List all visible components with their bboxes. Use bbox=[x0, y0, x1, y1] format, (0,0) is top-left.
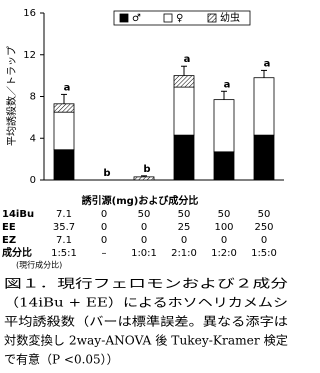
row-label: EE bbox=[2, 222, 16, 233]
caption-line: 対数変換し 2way-ANOVA 後 Tukey-Kramer 検定 bbox=[4, 333, 288, 348]
caption-line: （14iBu + EE）によるホソヘリカメムシ bbox=[4, 296, 288, 310]
y-axis-label: 平均誘殺数／トラップ bbox=[5, 46, 18, 146]
legend-label: ♂ bbox=[132, 13, 141, 24]
y-tick-label: 8 bbox=[30, 92, 36, 103]
significance-letter: a bbox=[224, 79, 231, 90]
caption-line: 平均誘殺数（バーは標準誤差。異なる添字は bbox=[4, 314, 288, 329]
row-label: EZ bbox=[2, 235, 16, 246]
table-cell: 0 bbox=[141, 235, 147, 246]
table-cell: 250 bbox=[254, 222, 273, 233]
table-cell: 100 bbox=[214, 222, 233, 233]
table-cell: 7.1 bbox=[56, 209, 72, 220]
y-tick-label: 16 bbox=[23, 8, 36, 19]
significance-letter: a bbox=[184, 54, 191, 65]
bar-segment bbox=[133, 176, 155, 181]
bar-segment bbox=[53, 149, 75, 181]
table-cell: 0 bbox=[101, 209, 107, 220]
significance-letter: b bbox=[103, 168, 110, 179]
table-cell: 1:0:1 bbox=[131, 248, 157, 259]
chart: 平均誘殺数／トラップ 誘引源(mg)および成分比 (現行成分比) 0 4 8 12 16… bbox=[2, 8, 288, 367]
y-tick-label: 12 bbox=[23, 50, 36, 61]
legend-label: 幼虫 bbox=[220, 11, 240, 24]
caption-line: 図１．現行フェロモンおよび２成分 bbox=[4, 277, 288, 291]
bar-segment bbox=[173, 134, 195, 181]
table-cell: 50 bbox=[178, 209, 191, 220]
bar-segment bbox=[53, 103, 75, 113]
row-label: 14iBu bbox=[2, 209, 34, 220]
y-tick-label: 4 bbox=[30, 133, 36, 144]
bar-segment bbox=[253, 77, 275, 136]
significance-letter: b bbox=[143, 164, 150, 175]
bar-segment bbox=[213, 151, 235, 181]
row-label: 成分比 bbox=[2, 246, 32, 259]
table-cell: 7.1 bbox=[56, 235, 72, 246]
table-cell: 0 bbox=[101, 235, 107, 246]
bar-segment bbox=[53, 111, 75, 151]
table-cell: 35.7 bbox=[53, 222, 75, 233]
table-cell: 1:5:0 bbox=[251, 248, 277, 259]
table-cell: 1:2:0 bbox=[211, 248, 237, 259]
table-cell: 2:1:0 bbox=[171, 248, 197, 259]
legend-label: ♀ bbox=[176, 13, 183, 24]
bar-segment bbox=[173, 75, 195, 88]
table-cell: 0 bbox=[141, 222, 147, 233]
significance-letter: a bbox=[264, 58, 271, 69]
legend-swatch bbox=[119, 13, 129, 23]
table-cell: 50 bbox=[138, 209, 151, 220]
table-cell: 0 bbox=[221, 235, 227, 246]
table-cell: 0 bbox=[101, 222, 107, 233]
legend-swatch bbox=[207, 13, 217, 23]
bar-segment bbox=[253, 134, 275, 181]
table-cell: – bbox=[102, 248, 107, 259]
significance-letter: a bbox=[64, 82, 71, 93]
table-note: (現行成分比) bbox=[16, 260, 62, 270]
table-cell: 0 bbox=[181, 235, 187, 246]
table-cell: 0 bbox=[261, 235, 267, 246]
table-cell: 25 bbox=[178, 222, 191, 233]
table-cell: 1:5:1 bbox=[51, 248, 77, 259]
x-axis-label: 誘引源(mg)および成分比 bbox=[82, 194, 199, 207]
table-cell: 50 bbox=[218, 209, 231, 220]
table-cell: 50 bbox=[258, 209, 271, 220]
y-tick-label: 0 bbox=[30, 175, 36, 186]
legend-swatch bbox=[163, 13, 173, 23]
bar-segment bbox=[213, 99, 235, 153]
caption-line: で有意（P <0.05）） bbox=[4, 352, 119, 367]
bar-segment bbox=[173, 86, 195, 136]
